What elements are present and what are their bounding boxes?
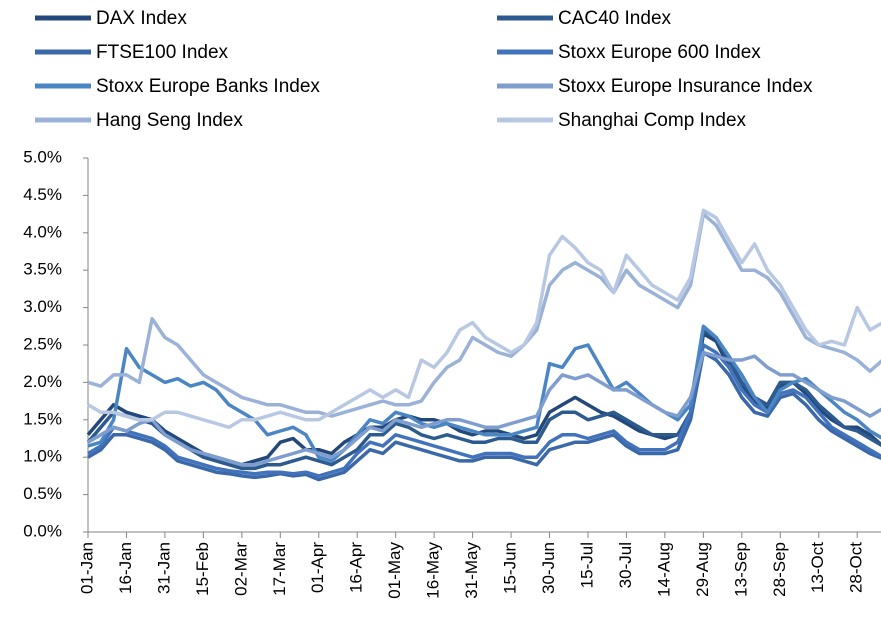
x-tick-label: 31-Jan — [154, 542, 173, 594]
y-tick-label: 5.0% — [23, 147, 62, 166]
series-line — [87, 350, 881, 467]
x-tick-label: 16-Jan — [116, 542, 135, 594]
x-tick-label: 15-Jun — [501, 542, 520, 594]
series-line — [87, 324, 881, 463]
x-tick-label: 30-Jun — [539, 542, 558, 594]
x-tick-label: 15-Jul — [577, 542, 596, 588]
x-tick-label: 01-May — [385, 542, 404, 599]
legend-label: Hang Seng Index — [96, 110, 243, 131]
x-tick-label: 14-Aug — [654, 542, 673, 597]
y-tick-label: 2.0% — [23, 372, 62, 391]
x-tick-label: 30-Jul — [616, 542, 635, 588]
series-line — [87, 208, 881, 430]
x-tick-label: 17-Mar — [270, 542, 289, 596]
y-tick-label: 4.0% — [23, 222, 62, 241]
x-tick-label: 31-May — [462, 542, 481, 599]
x-tick-label: 13-Sep — [731, 542, 750, 597]
y-tick-label: 0.0% — [23, 521, 62, 540]
y-tick-label: 3.5% — [23, 260, 62, 279]
x-tick-label: 01-Apr — [308, 542, 327, 593]
y-tick-label: 0.5% — [23, 484, 62, 503]
x-tick-label: 02-Mar — [231, 542, 250, 596]
y-tick-label: 3.0% — [23, 297, 62, 316]
x-tick-label: 13-Oct — [808, 542, 827, 593]
series-line — [86, 332, 881, 467]
series-line — [87, 212, 881, 418]
y-tick-label: 4.5% — [23, 185, 62, 204]
series-line — [87, 343, 881, 478]
legend-label: Stoxx Europe 600 Index — [558, 42, 761, 63]
series-line — [87, 350, 881, 482]
x-tick-label: 16-Apr — [347, 542, 366, 593]
legend-label: FTSE100 Index — [96, 42, 229, 63]
y-tick-label: 1.0% — [23, 447, 62, 466]
x-tick-label: 28-Sep — [770, 542, 789, 597]
legend-label: Stoxx Europe Banks Index — [96, 76, 320, 97]
legend-label: CAC40 Index — [558, 8, 672, 29]
legend-label: Shanghai Comp Index — [558, 110, 747, 131]
legend-label: DAX Index — [96, 8, 187, 29]
x-tick-label: 29-Aug — [693, 542, 712, 597]
series-line — [86, 328, 881, 471]
x-tick-label: 28-Oct — [847, 542, 866, 593]
x-tick-label: 01-Jan — [77, 542, 96, 594]
x-tick-label: 16-May — [424, 542, 443, 599]
x-tick-label: 15-Feb — [193, 542, 212, 596]
y-tick-label: 2.5% — [23, 334, 62, 353]
y-tick-label: 1.5% — [23, 409, 62, 428]
legend-label: Stoxx Europe Insurance Index — [558, 76, 813, 97]
